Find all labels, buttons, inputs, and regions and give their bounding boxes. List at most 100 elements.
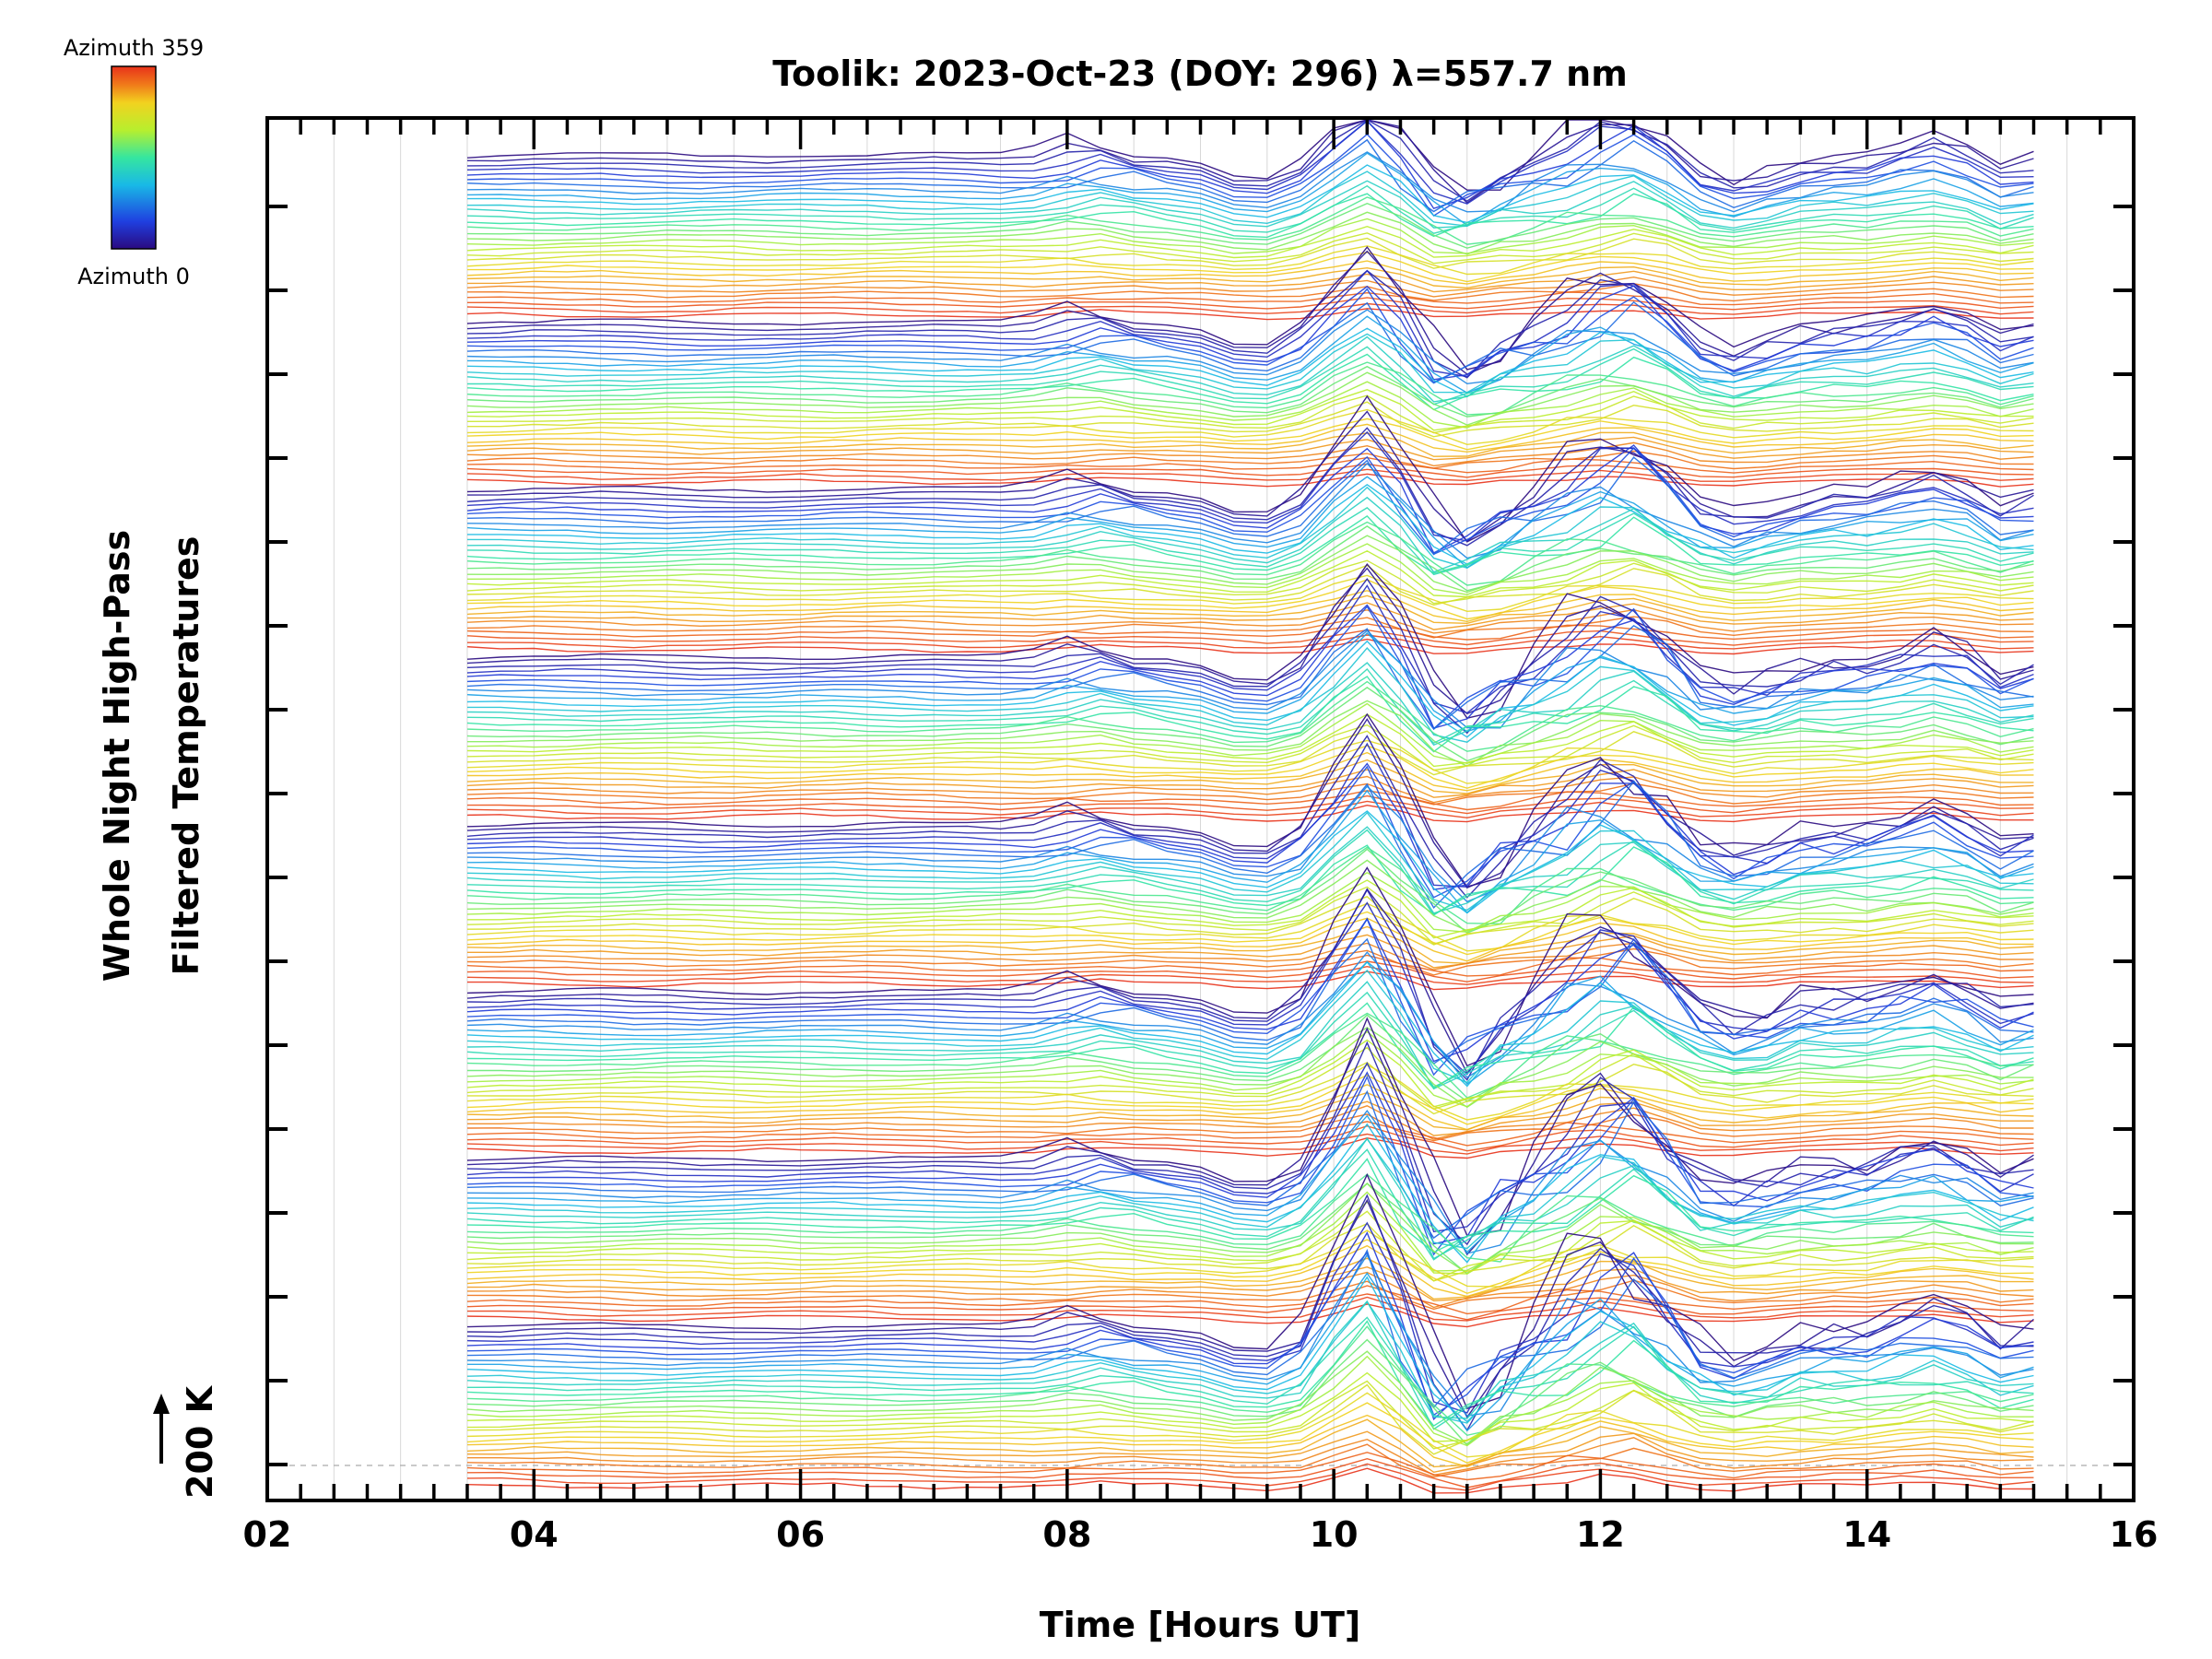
series-line <box>466 1303 2034 1328</box>
series-line <box>466 152 2034 227</box>
series-line <box>466 848 2034 935</box>
series-line <box>466 765 2034 899</box>
series-line <box>466 1402 2034 1464</box>
series-line <box>466 1074 2034 1125</box>
series-line <box>466 180 2034 229</box>
series-line <box>466 1201 2034 1275</box>
series-line <box>466 1046 2034 1110</box>
series-line <box>466 476 2034 569</box>
series-line <box>466 937 2034 1065</box>
series-line <box>466 1137 2034 1250</box>
series-line <box>466 514 2034 574</box>
series-line <box>466 888 2034 1081</box>
series-line <box>466 218 2034 254</box>
x-tick-label: 06 <box>776 1514 825 1555</box>
series-line <box>466 1251 2034 1417</box>
series-line <box>466 602 2034 630</box>
series-line <box>466 1443 2034 1478</box>
series-line <box>466 680 2034 752</box>
series-line <box>466 917 2034 962</box>
series-line <box>466 960 2034 982</box>
series-line <box>466 1002 2034 1089</box>
series-line <box>466 1133 2034 1155</box>
series-line <box>466 826 2034 914</box>
series-line <box>466 730 2034 776</box>
series-line <box>466 1244 2034 1298</box>
series-line <box>466 1279 2034 1311</box>
series-line <box>466 252 2034 283</box>
series-line <box>466 1114 2034 1253</box>
series-line <box>466 886 2034 945</box>
series-line <box>466 543 2034 595</box>
series-line <box>466 1371 2034 1442</box>
series-line <box>466 574 2034 613</box>
series-line <box>466 394 2034 434</box>
series-line <box>466 120 2034 210</box>
series-line <box>466 120 2034 205</box>
series-line <box>466 211 2034 255</box>
series-line <box>466 662 2034 747</box>
series-line <box>466 782 2034 806</box>
series-line <box>466 389 2034 431</box>
series-line <box>466 276 2034 298</box>
series-line <box>466 1123 2034 1264</box>
series-line <box>466 1239 2034 1295</box>
series-line <box>466 724 2034 771</box>
series-line <box>466 202 2034 249</box>
series-line <box>467 934 2034 969</box>
series-line <box>466 604 2034 729</box>
series-line <box>466 1041 2034 1246</box>
series-line <box>466 1296 2034 1322</box>
x-tick-label: 10 <box>1310 1514 1359 1555</box>
series-line <box>466 605 2034 730</box>
series-line <box>466 447 2034 556</box>
series-line <box>467 346 2034 406</box>
series-line <box>466 427 2034 547</box>
series-line <box>466 951 2034 1078</box>
series-line <box>466 381 2034 429</box>
series-line <box>467 971 2034 991</box>
series-line <box>466 1191 2034 1272</box>
series-line <box>466 1457 2034 1488</box>
series-line <box>466 1173 2034 1263</box>
series-line <box>466 119 2034 191</box>
colorbar-gradient <box>111 65 157 250</box>
series-line <box>466 1222 2034 1282</box>
series-line <box>466 1285 2034 1315</box>
scale-label: 200 K <box>180 1384 220 1499</box>
series-line <box>466 811 2034 912</box>
series-line <box>466 859 2034 932</box>
series-line <box>466 171 2034 227</box>
series-line <box>466 1194 2034 1432</box>
series-line <box>466 288 2034 383</box>
series-line <box>466 297 2034 311</box>
series-line <box>466 1172 2034 1410</box>
series-line <box>466 456 2034 474</box>
series-line <box>466 315 2034 394</box>
series-line <box>466 1137 2034 1260</box>
series-line <box>466 917 2034 1063</box>
series-line <box>466 535 2034 594</box>
series-line <box>466 1089 2034 1240</box>
series-line <box>466 1414 2034 1468</box>
series-line <box>466 1463 2034 1491</box>
series-line <box>466 960 2034 1088</box>
series-line <box>466 521 2034 586</box>
series-line <box>466 1452 2034 1481</box>
series-line <box>466 1017 2034 1237</box>
chart-title: Toolik: 2023-Oct-23 (DOY: 296) λ=557.7 n… <box>772 53 1628 94</box>
series-line <box>466 1084 2034 1131</box>
series-line <box>466 800 2034 819</box>
series-line <box>466 1230 2034 1288</box>
series-line <box>466 917 2034 1077</box>
series-line <box>466 1257 2034 1300</box>
series-line <box>466 193 2034 239</box>
series-line <box>466 735 2034 899</box>
series-line <box>466 119 2034 205</box>
series-line <box>466 371 2034 426</box>
series-line <box>466 739 2034 784</box>
series-line <box>466 785 2034 903</box>
y-axis-label-line1: Whole Night High-Pass <box>97 530 137 982</box>
series-line <box>466 138 2034 213</box>
series-line <box>466 1467 2034 1494</box>
